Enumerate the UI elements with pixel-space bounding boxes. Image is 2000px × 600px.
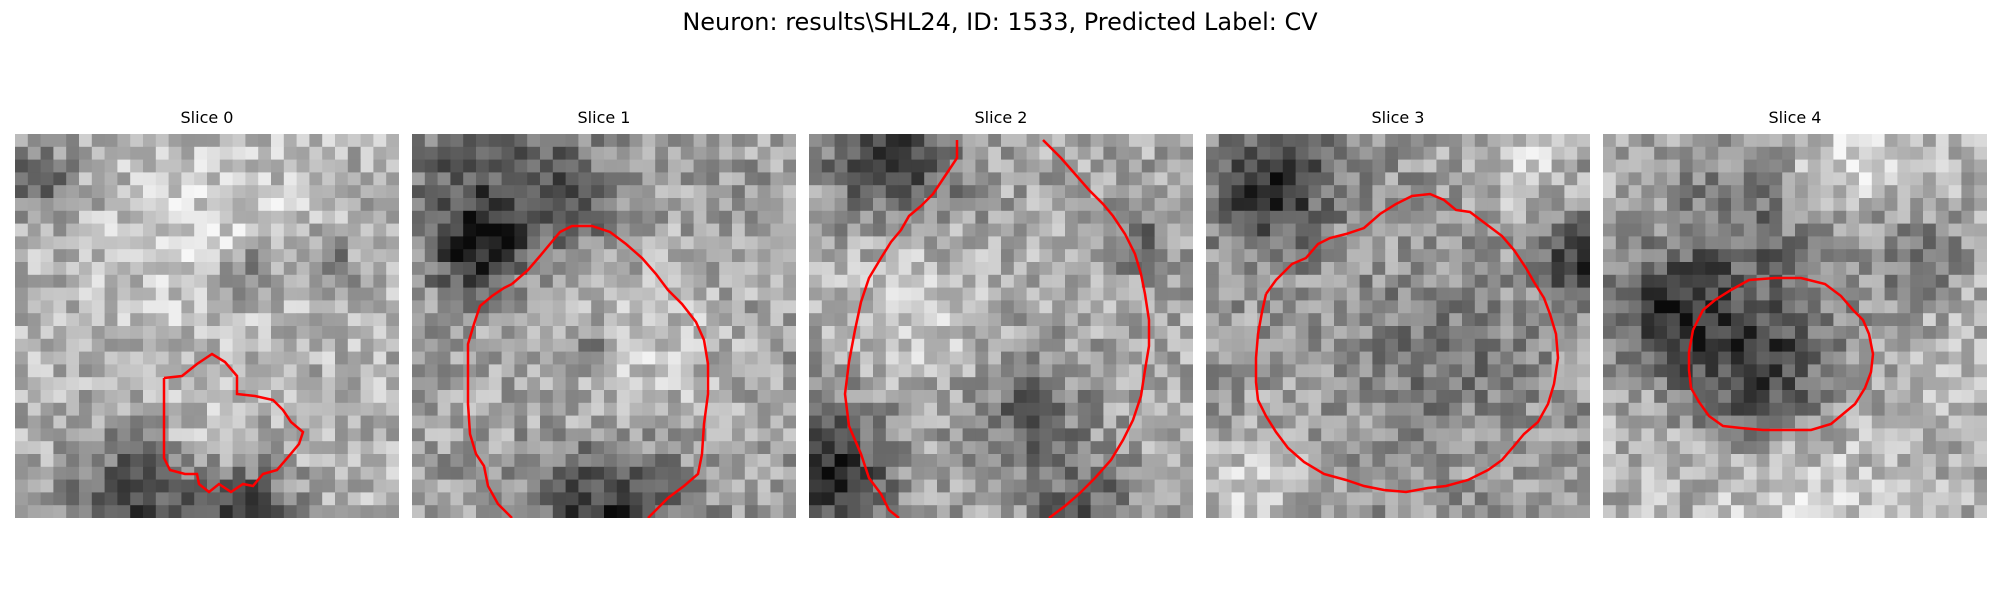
slice-title-2: Slice 2 <box>974 108 1028 127</box>
figure-title: Neuron: results\SHL24, ID: 1533, Predict… <box>682 8 1318 36</box>
segmentation-contour <box>162 352 305 494</box>
segmentation-contour <box>466 282 513 518</box>
slice-image-2 <box>809 134 1193 518</box>
slice-image-3 <box>1206 134 1590 518</box>
slice-image-0 <box>15 134 399 518</box>
slice-micrograph-3 <box>1206 134 1590 518</box>
slice-pixel-grid <box>1603 134 1987 518</box>
slice-pixel-grid <box>412 134 796 518</box>
segmentation-contour <box>1042 139 1151 518</box>
slice-title-1: Slice 1 <box>577 108 631 127</box>
slice-micrograph-1 <box>412 134 796 518</box>
segmentation-contour <box>1687 276 1875 432</box>
slice-title-0: Slice 0 <box>180 108 234 127</box>
segmentation-contour <box>511 224 710 518</box>
segmentation-contour <box>843 140 959 518</box>
slice-image-4 <box>1603 134 1987 518</box>
slice-title-3: Slice 3 <box>1371 108 1425 127</box>
slice-micrograph-4 <box>1603 134 1987 518</box>
segmentation-contour <box>1254 192 1560 494</box>
slice-micrograph-0 <box>15 134 399 518</box>
slice-pixel-grid <box>809 134 1193 518</box>
slice-micrograph-2 <box>809 134 1193 518</box>
slice-title-4: Slice 4 <box>1768 108 1822 127</box>
slice-pixel-grid <box>15 134 399 518</box>
slice-image-1 <box>412 134 796 518</box>
slice-pixel-grid <box>1206 134 1590 518</box>
